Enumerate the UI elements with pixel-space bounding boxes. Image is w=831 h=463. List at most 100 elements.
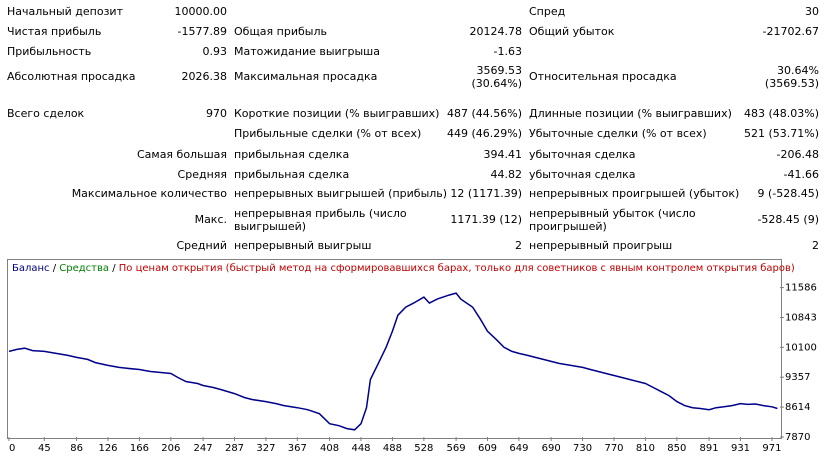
- long-positions-label: Длинные позиции (% выигравших): [529, 107, 732, 120]
- abs-drawdown-label: Абсолютная просадка: [7, 70, 136, 83]
- x-tick-label: 730: [573, 443, 592, 454]
- max-consecutive-wins-value: 12 (1171.39): [450, 187, 522, 200]
- gross-profit-value: 20124.78: [469, 25, 523, 38]
- x-tick-label: 45: [38, 443, 51, 454]
- x-tick-label: 649: [509, 443, 528, 454]
- y-tick-label: 7870: [785, 432, 810, 443]
- x-tick-label: 367: [288, 443, 307, 454]
- rel-drawdown-value: (3569.53): [764, 77, 819, 90]
- max-drawdown-percent: (30.64%): [471, 77, 522, 90]
- max-consecutive-profit-value: 1171.39 (12): [450, 213, 522, 226]
- initial-deposit-value: 10000.00: [174, 5, 228, 18]
- max-consecutive-loss-label-1: непрерывный убыток (число: [529, 207, 696, 220]
- x-tick-label: 488: [383, 443, 402, 454]
- gross-loss-label: Общий убыток: [529, 25, 615, 38]
- largest-loss-label: убыточная сделка: [529, 148, 636, 161]
- x-tick-label: 770: [604, 443, 623, 454]
- x-tick-label: 166: [130, 443, 149, 454]
- short-positions-label: Короткие позиции (% выигравших): [234, 107, 440, 120]
- gross-profit-label: Общая прибыль: [234, 25, 327, 38]
- profit-trades-label: Прибыльные сделки (% от всех): [234, 127, 422, 140]
- avg-consecutive-wins-label: непрерывный выигрыш: [234, 239, 372, 252]
- legend-equity: Средства: [59, 263, 110, 274]
- balance-chart: Баланс / Средства / По ценам открытия (б…: [7, 259, 795, 439]
- max-consecutive-label: Максимальное количество: [71, 187, 227, 200]
- chart-legend: Баланс / Средства / По ценам открытия (б…: [12, 263, 795, 275]
- x-tick-label: 0: [9, 443, 15, 454]
- legend-balance: Баланс: [12, 263, 50, 274]
- rel-drawdown-label: Относительная просадка: [529, 70, 677, 83]
- avg-consecutive-wins-value: 2: [515, 239, 522, 252]
- max-consecutive-wins-label: непрерывных выигрышей (прибыль): [234, 187, 448, 200]
- balance-line: [8, 292, 778, 431]
- x-tick-label: 931: [731, 443, 750, 454]
- legend-separator-1: /: [49, 263, 60, 274]
- largest-loss-value: -206.48: [776, 148, 819, 161]
- y-tick-label: 9357: [785, 372, 810, 383]
- long-positions-value: 483 (48.03%): [743, 107, 819, 120]
- net-profit-label: Чистая прибыль: [7, 25, 102, 38]
- x-tick-label: 86: [70, 443, 83, 454]
- y-tick-label: 8614: [785, 402, 810, 413]
- max-consecutive-losses-value: 9 (-528.45): [757, 187, 819, 200]
- x-tick-label: 971: [762, 443, 781, 454]
- max-consecutive-loss-label-2: проигрышей): [529, 220, 607, 233]
- x-tick-label: 891: [700, 443, 719, 454]
- x-tick-label: 247: [194, 443, 213, 454]
- total-trades-label: Всего сделок: [7, 107, 85, 120]
- x-tick-label: 850: [667, 443, 686, 454]
- max-drawdown-value: 3569.53: [476, 64, 523, 77]
- spread-value: 30: [805, 5, 819, 18]
- avg-consecutive-label: Средний: [176, 239, 227, 252]
- x-tick-label: 609: [478, 443, 497, 454]
- y-tick-label: 10843: [785, 312, 817, 323]
- legend-separator-2: /: [109, 263, 119, 274]
- avg-consecutive-losses-label: непрерывный проигрыш: [529, 239, 673, 252]
- largest-label: Самая большая: [136, 148, 227, 161]
- x-tick-label: 206: [161, 443, 180, 454]
- largest-profit-value: 394.41: [483, 148, 523, 161]
- x-tick-label: 448: [351, 443, 370, 454]
- x-tick-label: 126: [98, 443, 117, 454]
- short-positions-value: 487 (44.56%): [446, 107, 522, 120]
- legend-model: По ценам открытия (быстрый метод на сфор…: [118, 263, 795, 274]
- profit-trades-value: 449 (46.29%): [446, 127, 522, 140]
- x-tick-label: 569: [447, 443, 466, 454]
- expected-payoff-label: Матожидание выигрыша: [234, 45, 380, 58]
- loss-trades-label: Убыточные сделки (% от всех): [529, 127, 707, 140]
- total-trades-value: 970: [206, 107, 227, 120]
- average-loss-value: -41.66: [783, 168, 819, 181]
- average-label: Средняя: [177, 168, 227, 181]
- x-tick-label: 327: [256, 443, 275, 454]
- expected-payoff-value: -1.63: [493, 45, 522, 58]
- initial-deposit-label: Начальный депозит: [7, 5, 123, 18]
- max-consecutive-loss-value: -528.45 (9): [757, 213, 819, 226]
- max-consecutive-amount-label: Макс.: [194, 213, 227, 226]
- average-profit-value: 44.82: [490, 168, 523, 181]
- net-profit-value: -1577.89: [177, 25, 227, 38]
- average-loss-label: убыточная сделка: [529, 168, 636, 181]
- avg-consecutive-losses-value: 2: [812, 239, 819, 252]
- x-tick-label: 690: [542, 443, 561, 454]
- max-consecutive-profit-label-2: выигрышей): [234, 220, 307, 233]
- largest-profit-label: прибыльная сделка: [234, 148, 350, 161]
- x-tick-label: 810: [636, 443, 655, 454]
- x-tick-label: 528: [414, 443, 433, 454]
- abs-drawdown-value: 2026.38: [181, 70, 228, 83]
- rel-drawdown-percent: 30.64%: [777, 64, 819, 77]
- max-consecutive-losses-label: непрерывных проигрышей (убыток): [529, 187, 740, 200]
- test-report: Начальный депозит 10000.00 Спред 30 Чист…: [7, 5, 819, 252]
- max-consecutive-profit-label-1: непрерывная прибыль (число: [234, 207, 407, 220]
- profit-factor-label: Прибыльность: [7, 45, 92, 58]
- max-drawdown-label: Максимальная просадка: [234, 70, 378, 83]
- x-tick-label: 287: [225, 443, 244, 454]
- profit-factor-value: 0.93: [202, 45, 228, 58]
- average-profit-label: прибыльная сделка: [234, 168, 350, 181]
- spread-label: Спред: [529, 5, 566, 18]
- loss-trades-value: 521 (53.71%): [743, 127, 819, 140]
- y-tick-label: 10100: [785, 342, 817, 353]
- x-tick-label: 408: [320, 443, 339, 454]
- y-tick-label: 11586: [785, 283, 817, 294]
- gross-loss-value: -21702.67: [762, 25, 819, 38]
